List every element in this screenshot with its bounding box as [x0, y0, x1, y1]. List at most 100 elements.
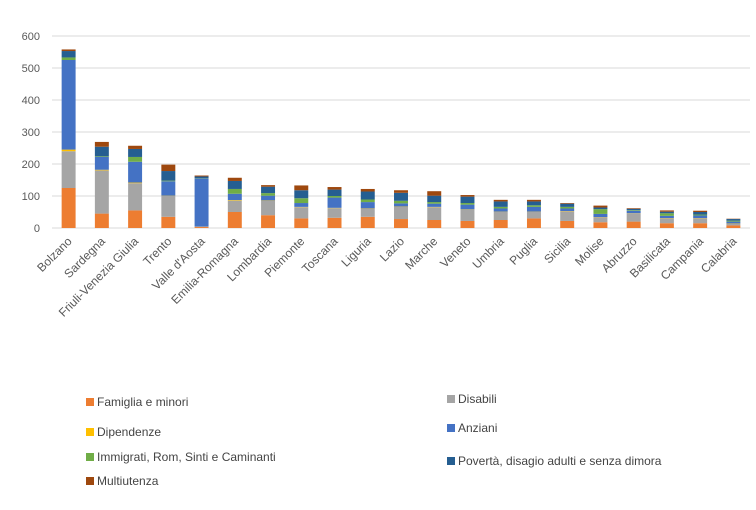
legend-item: Famiglia e minori — [86, 395, 188, 409]
x-tick-label: Puglia — [507, 234, 541, 268]
bar-segment — [660, 218, 674, 223]
bar-segment — [361, 217, 375, 228]
bar-segment — [95, 142, 109, 147]
bar-segment — [128, 210, 142, 228]
bar-segment — [62, 188, 76, 228]
bar-segment — [195, 227, 209, 228]
bar-segment — [726, 219, 740, 221]
y-tick-label: 600 — [22, 31, 40, 43]
bar-segment — [128, 183, 142, 184]
bar-stack — [460, 195, 474, 228]
bar-segment — [627, 209, 641, 210]
bar-segment — [228, 178, 242, 181]
bar-segment — [593, 209, 607, 214]
bar-segment — [128, 162, 142, 183]
x-tick-label: Toscana — [299, 234, 341, 276]
bar-segment — [660, 210, 674, 211]
bar-segment — [527, 205, 541, 207]
x-tick-label: Calabria — [698, 234, 740, 276]
bar-segment — [228, 200, 242, 201]
bar-segment — [261, 187, 275, 193]
bar-segment — [261, 185, 275, 187]
x-tick-label: Liguria — [339, 234, 375, 270]
bar-segment — [693, 215, 707, 216]
legend-swatch — [447, 424, 455, 432]
bar-segment — [128, 146, 142, 149]
bar-segment — [627, 211, 641, 214]
y-tick-label: 500 — [22, 63, 40, 75]
bar-segment — [394, 207, 408, 219]
bar-segment — [494, 208, 508, 211]
bar-segment — [560, 204, 574, 207]
x-tick-label: Lazio — [377, 234, 407, 264]
legend-item: Disabili — [447, 392, 497, 406]
bar-segment — [460, 210, 474, 221]
bar-segment — [394, 219, 408, 228]
bar-stack — [627, 208, 641, 228]
bar-segment — [361, 189, 375, 192]
bar-segment — [460, 221, 474, 228]
legend-item: Anziani — [447, 421, 497, 435]
bar-segment — [228, 189, 242, 194]
bar-stack — [294, 185, 308, 228]
bar-segment — [195, 226, 209, 227]
bar-segment — [361, 200, 375, 203]
bar-segment — [693, 223, 707, 228]
bar-segment — [593, 214, 607, 217]
bar-segment — [328, 218, 342, 228]
bar-segment — [627, 208, 641, 209]
bar-segment — [261, 193, 275, 196]
bar-segment — [261, 215, 275, 228]
bar-stack — [660, 210, 674, 228]
bar-segment — [195, 176, 209, 177]
bar-segment — [161, 171, 175, 181]
legend-item: Povertà, disagio adulti e senza dimora — [447, 454, 661, 468]
bar-segment — [128, 183, 142, 210]
bar-segment — [228, 194, 242, 200]
bar-segment — [328, 187, 342, 190]
bar-segment — [294, 185, 308, 190]
y-tick-label: 0 — [34, 223, 40, 235]
bar-stack — [161, 165, 175, 228]
y-tick-label: 400 — [22, 95, 40, 107]
y-tick-label: 100 — [22, 191, 40, 203]
bar-segment — [228, 212, 242, 228]
bar-segment — [494, 200, 508, 202]
bar-segment — [394, 201, 408, 204]
bar-segment — [161, 217, 175, 228]
bar-segment — [394, 190, 408, 193]
bar-segment — [328, 190, 342, 196]
bar-segment — [95, 214, 109, 228]
bar-stack — [726, 219, 740, 228]
bar-segment — [693, 212, 707, 215]
legend-swatch — [86, 398, 94, 406]
bar-stack — [494, 200, 508, 228]
bar-segment — [62, 151, 76, 188]
bar-segment — [328, 208, 342, 218]
legend-item: Multiutenza — [86, 474, 158, 488]
bar-segment — [294, 198, 308, 203]
bar-segment — [527, 218, 541, 228]
bar-segment — [161, 181, 175, 195]
bar-segment — [62, 150, 76, 152]
bar-segment — [560, 208, 574, 211]
bar-segment — [494, 201, 508, 206]
legend-swatch — [447, 395, 455, 403]
bar-stack — [95, 142, 109, 228]
bar-segment — [726, 224, 740, 226]
bar-segment — [261, 196, 275, 201]
bar-segment — [195, 176, 209, 178]
bar-segment — [527, 212, 541, 218]
bar-segment — [693, 218, 707, 223]
bar-segment — [95, 170, 109, 171]
bar-segment — [427, 204, 441, 207]
legend-label: Dipendenze — [97, 425, 161, 439]
legend-label: Famiglia e minori — [97, 395, 188, 409]
bar-segment — [427, 191, 441, 195]
bar-segment — [560, 211, 574, 221]
bar-segment — [128, 149, 142, 157]
bar-segment — [660, 216, 674, 218]
bar-segment — [560, 207, 574, 209]
